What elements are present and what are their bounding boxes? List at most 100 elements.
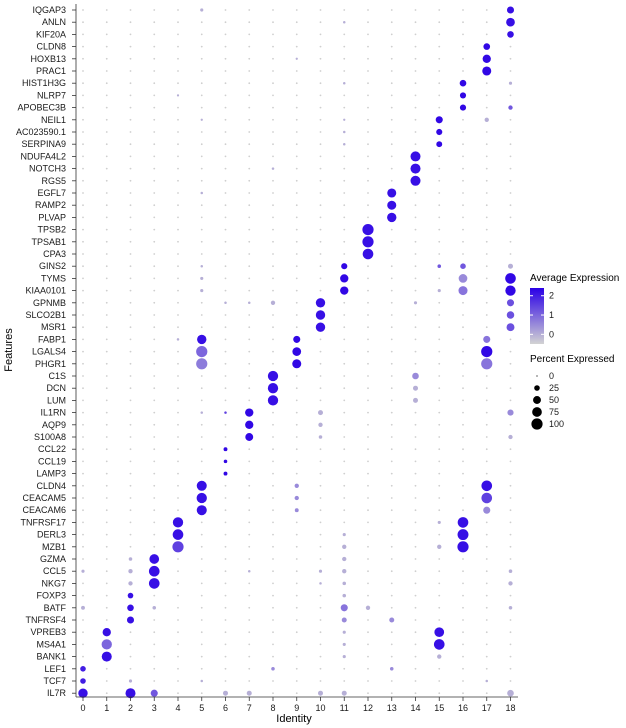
background-dot [105,606,108,609]
background-dot [509,472,512,475]
background-dot [177,594,179,597]
background-dot [319,643,322,646]
background-dot [272,33,274,36]
background-dot [200,240,203,243]
background-dot [438,9,441,11]
background-dot [272,228,274,231]
background-dot [367,655,369,658]
background-dot [367,497,369,499]
background-dot [200,631,203,634]
background-dot [485,94,488,97]
background-dot [414,277,417,280]
background-dot [509,94,512,97]
background-dot [509,423,512,426]
background-dot [248,33,251,36]
background-dot [82,619,84,621]
data-dot [410,163,421,174]
data-dot [435,116,443,124]
background-dot [438,314,441,316]
y-tick-label: IL7R [47,688,67,698]
background-dot [485,265,488,268]
background-dot [319,131,322,133]
y-tick-label: TNFRSF4 [26,615,67,625]
background-dot [414,33,417,36]
data-dot [340,604,348,612]
y-tick-label: KIF20A [36,29,66,39]
data-dot [437,520,441,524]
background-dot [153,436,156,438]
background-dot [200,606,203,609]
background-dot [200,57,203,60]
background-dot [105,436,108,438]
background-dot [248,362,251,365]
background-dot [438,301,441,304]
background-dot [319,216,322,219]
background-dot [462,484,464,487]
background-dot [438,375,441,377]
background-dot [82,179,84,182]
background-dot [295,228,298,231]
background-dot [438,179,441,182]
background-dot [177,45,179,48]
background-dot [295,643,298,646]
background-dot [343,9,346,11]
background-dot [82,167,84,170]
data-dot [200,118,203,121]
background-dot [462,143,464,146]
background-dot [343,240,346,243]
background-dot [438,338,441,341]
background-dot [129,57,132,60]
data-dot [196,480,207,491]
background-dot [82,301,84,304]
background-dot [224,289,227,292]
y-tick-label: LAMP3 [36,469,66,479]
background-dot [462,387,464,390]
background-dot [414,631,417,634]
background-dot [390,265,393,268]
background-dot [343,179,346,182]
background-dot [224,570,227,573]
y-tick-label: APOBEC3B [17,103,66,113]
background-dot [390,387,393,390]
background-dot [105,326,108,329]
background-dot [485,667,488,670]
background-dot [177,362,179,365]
background-dot [200,448,203,451]
background-dot [295,45,298,48]
background-dot [295,94,298,97]
background-dot [390,643,393,646]
background-dot [82,533,84,536]
x-tick-label: 6 [223,703,228,713]
background-dot [485,399,488,402]
background-dot [462,472,464,475]
background-dot [462,375,464,377]
data-dot [457,529,469,541]
background-dot [272,70,274,72]
background-dot [390,57,393,60]
background-dot [153,118,156,121]
data-dot [315,298,326,308]
background-dot [438,436,441,438]
background-dot [129,118,132,121]
background-dot [509,362,512,365]
background-dot [200,582,203,585]
background-dot [153,301,156,304]
background-dot [414,558,417,560]
background-dot [105,228,108,231]
data-dot [507,31,514,38]
background-dot [82,82,84,85]
color-legend-title: Average Expression [530,273,619,284]
background-dot [200,131,203,133]
background-dot [153,179,156,182]
background-dot [390,94,393,97]
data-dot [267,370,279,382]
y-tick-label: CEACAM5 [22,493,66,503]
background-dot [177,314,179,316]
background-dot [153,643,156,646]
background-dot [390,21,393,24]
background-dot [509,143,512,146]
background-dot [105,533,108,536]
background-dot [129,216,132,219]
background-dot [319,94,322,97]
background-dot [390,228,393,231]
